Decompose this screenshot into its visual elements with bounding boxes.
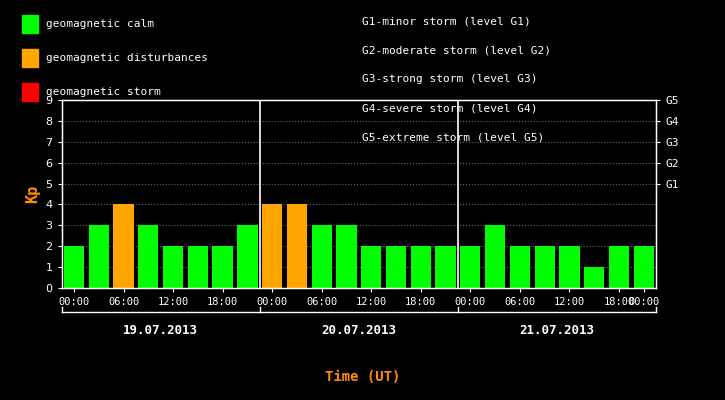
Text: geomagnetic storm: geomagnetic storm [46, 87, 161, 97]
Bar [88, 225, 109, 288]
Bar [534, 246, 555, 288]
Bar [262, 204, 282, 288]
Bar [485, 225, 505, 288]
Text: G3-strong storm (level G3): G3-strong storm (level G3) [362, 74, 538, 84]
Text: G1-minor storm (level G1): G1-minor storm (level G1) [362, 16, 531, 26]
Text: G4-severe storm (level G4): G4-severe storm (level G4) [362, 104, 538, 114]
Text: 20.07.2013: 20.07.2013 [321, 324, 397, 336]
Bar [163, 246, 183, 288]
Text: 21.07.2013: 21.07.2013 [520, 324, 594, 336]
Bar [138, 225, 159, 288]
Y-axis label: Kp: Kp [25, 185, 40, 203]
Bar [361, 246, 381, 288]
Bar [287, 204, 307, 288]
Bar [64, 246, 84, 288]
Bar [510, 246, 530, 288]
Text: geomagnetic calm: geomagnetic calm [46, 19, 154, 29]
Text: 19.07.2013: 19.07.2013 [123, 324, 198, 336]
Text: Time (UT): Time (UT) [325, 370, 400, 384]
Bar [312, 225, 332, 288]
Text: G5-extreme storm (level G5): G5-extreme storm (level G5) [362, 133, 544, 143]
Text: geomagnetic disturbances: geomagnetic disturbances [46, 53, 208, 63]
Bar [336, 225, 357, 288]
Text: G2-moderate storm (level G2): G2-moderate storm (level G2) [362, 45, 552, 55]
Bar [237, 225, 257, 288]
Bar [634, 246, 654, 288]
Bar [410, 246, 431, 288]
Bar [188, 246, 208, 288]
Bar [460, 246, 481, 288]
Bar [584, 267, 605, 288]
Bar [113, 204, 133, 288]
Bar [436, 246, 456, 288]
Bar [559, 246, 579, 288]
Bar [212, 246, 233, 288]
Bar [386, 246, 406, 288]
Bar [609, 246, 629, 288]
